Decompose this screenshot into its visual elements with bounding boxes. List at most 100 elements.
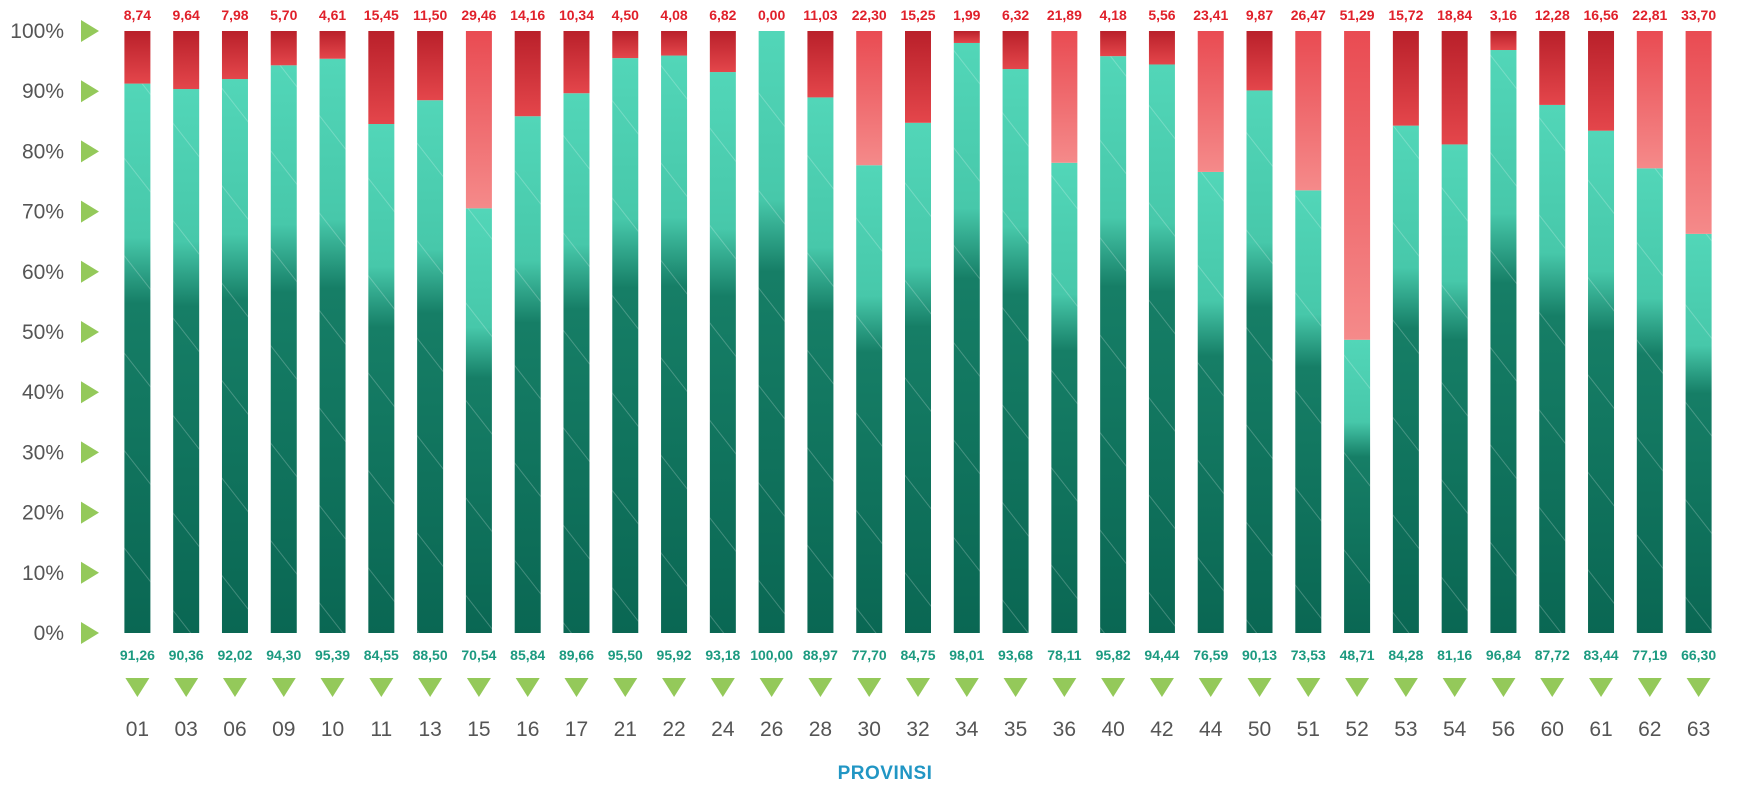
top-value-label: 3,16 (1490, 7, 1517, 23)
bar-texture-53 (1392, 125, 1419, 633)
bottom-value-label: 77,70 (852, 647, 887, 663)
bar-series-2-61 (1588, 31, 1615, 131)
bar-series-2-60 (1539, 31, 1566, 105)
top-value-label: 15,25 (900, 7, 935, 23)
top-value-label: 14,16 (510, 7, 545, 23)
bar-series-2-44 (1197, 31, 1224, 172)
x-marker-triangle (222, 678, 247, 697)
x-tick-label: 06 (223, 718, 246, 741)
bottom-value-label: 93,68 (998, 647, 1033, 663)
y-tick-label: 100% (10, 20, 64, 43)
x-tick-label: 30 (858, 718, 881, 741)
x-marker-triangle (1296, 678, 1321, 697)
x-tick-label: 62 (1638, 718, 1661, 741)
bottom-value-label: 84,28 (1388, 647, 1423, 663)
y-marker-triangle (81, 501, 99, 524)
bar-group-01 (124, 31, 151, 633)
bar-texture-42 (1148, 64, 1175, 634)
x-marker-triangle (759, 678, 784, 697)
top-value-label: 29,46 (461, 7, 496, 23)
bar-group-17 (563, 31, 590, 633)
bottom-value-label: 91,26 (120, 647, 155, 663)
top-value-labels: 8,74 9,64 7,98 5,70 4,61 15,45 11,50 29,46 14,16… (124, 7, 1717, 23)
top-value-label: 26,47 (1291, 7, 1326, 23)
bar-texture-44 (1197, 171, 1224, 633)
x-tick-label: 32 (906, 718, 929, 741)
bottom-value-label: 90,36 (169, 647, 204, 663)
bar-texture-36 (1051, 162, 1078, 633)
bottom-value-label: 76,59 (1193, 647, 1228, 663)
top-value-label: 33,70 (1681, 7, 1716, 23)
x-tick-label: 26 (760, 718, 783, 741)
x-marker-triangle (1052, 678, 1077, 697)
bar-series-2-01 (124, 31, 151, 84)
bottom-value-label: 85,84 (510, 647, 545, 663)
bar-group-32 (905, 31, 931, 634)
x-tick-label: 28 (809, 718, 832, 741)
bar-texture-50 (1246, 90, 1273, 633)
bottom-value-label: 90,13 (1242, 647, 1277, 663)
bottom-value-label: 88,50 (413, 647, 448, 663)
bar-series-2-40 (1100, 31, 1127, 57)
bar-texture-52 (1344, 339, 1371, 633)
bar-texture-56 (1490, 50, 1517, 634)
bar-group-50 (1246, 31, 1273, 633)
bar-series-2-06 (221, 31, 248, 80)
bar-series-2-21 (612, 31, 639, 59)
bar-group-11 (368, 31, 395, 633)
x-tick-label: 56 (1492, 718, 1515, 741)
top-value-label: 7,98 (221, 7, 248, 23)
y-marker-triangle (81, 200, 99, 223)
bar-series-2-56 (1490, 31, 1517, 51)
bar-group-06 (221, 31, 248, 633)
y-tick-label: 60% (22, 261, 64, 284)
x-tick-label: 13 (418, 718, 441, 741)
bottom-value-label: 73,53 (1291, 647, 1326, 663)
x-marker-triangle (320, 678, 345, 697)
bar-series-2-62 (1636, 31, 1663, 169)
bar-group-42 (1148, 31, 1175, 634)
y-marker-triangle (81, 561, 99, 584)
bars (124, 31, 1712, 634)
top-value-label: 5,70 (270, 7, 297, 23)
x-marker-triangle (1637, 678, 1662, 697)
top-value-label: 4,61 (319, 7, 346, 23)
bar-group-53 (1392, 31, 1419, 633)
bar-texture-62 (1636, 168, 1663, 633)
y-marker-triangle (81, 321, 99, 343)
bottom-value-label: 93,18 (705, 647, 740, 663)
top-value-label: 10,34 (559, 7, 594, 23)
y-tick-label: 20% (22, 502, 64, 525)
y-marker-triangle (81, 260, 99, 283)
y-marker-triangle (81, 80, 99, 103)
y-marker-triangle (81, 441, 99, 464)
bottom-value-label: 87,72 (1535, 647, 1570, 663)
x-axis: 01 03 06 09 10 11 13 15 16 17 21 22 24 26 28 30 32 34 35 36… (126, 718, 1711, 741)
bottom-value-label: 78,11 (1047, 647, 1081, 663)
x-marker-triangle (1686, 678, 1711, 697)
bar-series-2-22 (661, 31, 688, 56)
y-axis: 0% 10% 20% 30% 40% 50% 60% 70% 80% 90% 100% (10, 20, 64, 645)
bar-group-34 (953, 31, 980, 634)
bar-texture-32 (905, 122, 931, 634)
top-value-label: 51,29 (1340, 7, 1375, 23)
bar-series-2-30 (856, 31, 883, 166)
top-value-label: 21,89 (1047, 7, 1082, 23)
bar-texture-09 (270, 65, 297, 633)
bottom-value-labels: 91,26 90,36 92,02 94,30 95,39 84,55 88,50 70,54… (120, 647, 1716, 663)
x-tick-label: 60 (1541, 718, 1564, 741)
x-tick-label: 36 (1053, 718, 1076, 741)
bar-series-2-50 (1246, 31, 1273, 91)
y-marker-triangle (81, 622, 99, 644)
bar-texture-63 (1685, 233, 1712, 633)
bar-group-40 (1100, 31, 1127, 634)
x-marker-triangle (1198, 678, 1223, 697)
bar-series-2-28 (807, 31, 834, 98)
x-tick-label: 53 (1394, 718, 1417, 741)
bar-texture-13 (417, 100, 444, 634)
x-marker-triangle (613, 678, 638, 697)
bar-texture-06 (221, 79, 248, 633)
bar-texture-01 (124, 83, 151, 633)
bar-group-13 (417, 31, 444, 634)
